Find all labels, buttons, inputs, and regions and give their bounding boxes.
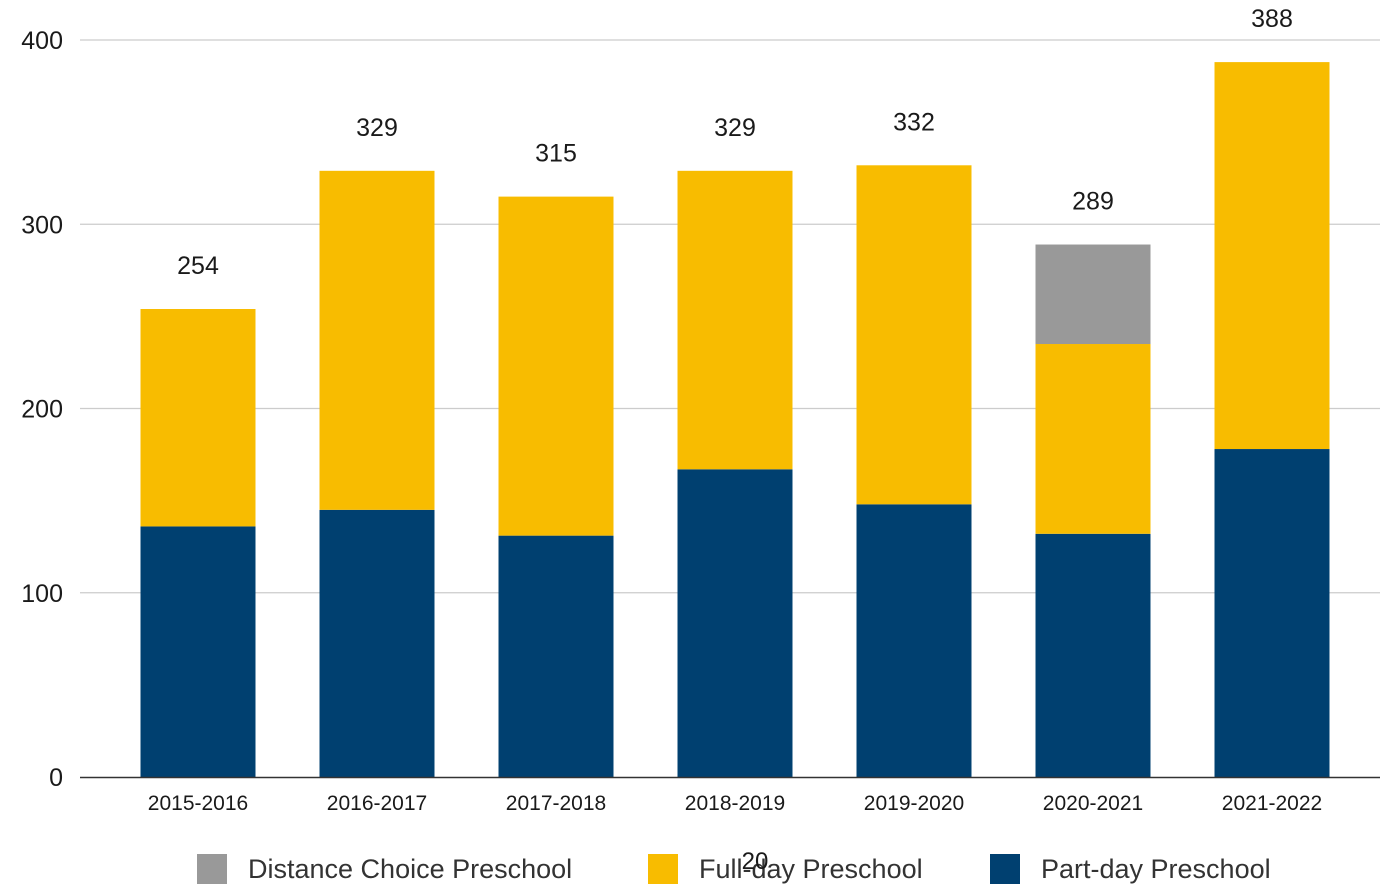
page-number: 20	[742, 848, 769, 875]
bar-total-label: 332	[893, 108, 935, 136]
bar-total-label: 289	[1072, 188, 1114, 216]
y-tick-label: 300	[21, 211, 63, 239]
bar-segment-part-day-preschool	[319, 509, 435, 777]
x-tick-label: 2015-2016	[148, 792, 248, 815]
y-axis-tick-labels: 0 100 200 300 400	[21, 27, 63, 792]
y-tick-label: 0	[49, 764, 63, 792]
x-tick-label: 2017-2018	[506, 792, 606, 815]
bars	[140, 62, 1330, 777]
bar-segment-part-day-preschool	[140, 526, 256, 777]
legend-label: Part-day Preschool	[1041, 854, 1271, 884]
y-tick-label: 200	[21, 396, 63, 424]
bar-segment-full-day-preschool	[856, 165, 972, 505]
bar-total-labels: 254 329 315 329 332 289 388	[177, 5, 1293, 280]
bar-segment-part-day-preschool	[856, 504, 972, 777]
bar-segment-full-day-preschool	[498, 196, 614, 536]
legend-swatch	[648, 854, 678, 884]
legend-swatch	[197, 854, 227, 884]
bar-segment-part-day-preschool	[1035, 533, 1151, 777]
x-tick-label: 2021-2022	[1222, 792, 1322, 815]
bar-segment-distance-choice-preschool	[1035, 244, 1151, 345]
legend-label: Full-day Preschool	[699, 854, 923, 884]
y-tick-label: 100	[21, 580, 63, 608]
bar-total-label: 315	[535, 140, 577, 168]
x-tick-label: 2019-2020	[864, 792, 964, 815]
bar-total-label: 254	[177, 252, 219, 280]
x-tick-label: 2020-2021	[1043, 792, 1143, 815]
legend: Distance Choice Preschool Full-day Presch…	[197, 854, 1271, 884]
bar-segment-full-day-preschool	[1035, 344, 1151, 534]
bar-segment-full-day-preschool	[1214, 62, 1330, 450]
bar-segment-part-day-preschool	[498, 535, 614, 777]
bar-segment-part-day-preschool	[1214, 449, 1330, 777]
bar-total-label: 329	[714, 114, 756, 142]
legend-swatch	[990, 854, 1020, 884]
bar-total-label: 329	[356, 114, 398, 142]
x-tick-label: 2016-2017	[327, 792, 427, 815]
x-axis-tick-labels: 2015-2016 2016-2017 2017-2018 2018-2019 2019…	[148, 792, 1322, 815]
bar-segment-full-day-preschool	[140, 309, 256, 527]
bar-segment-full-day-preschool	[677, 170, 793, 470]
legend-label: Distance Choice Preschool	[248, 854, 572, 884]
bar-segment-full-day-preschool	[319, 170, 435, 510]
y-tick-label: 400	[21, 27, 63, 55]
bar-segment-part-day-preschool	[677, 469, 793, 777]
bar-total-label: 388	[1251, 5, 1293, 33]
x-tick-label: 2018-2019	[685, 792, 785, 815]
